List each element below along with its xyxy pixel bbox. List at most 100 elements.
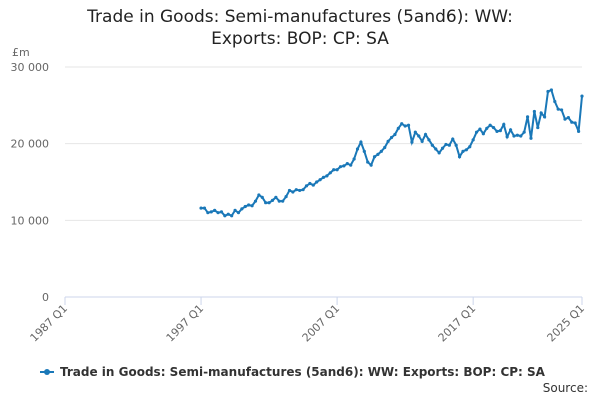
- point: [461, 149, 465, 153]
- point: [281, 199, 285, 203]
- point: [301, 188, 305, 192]
- point: [321, 175, 326, 179]
- point: [362, 149, 366, 153]
- point: [502, 122, 506, 127]
- point: [566, 116, 570, 120]
- point: [267, 201, 271, 205]
- point: [529, 136, 533, 140]
- point: [536, 125, 540, 130]
- chart-title: Trade in Goods: Semi-manufactures (5and6…: [87, 7, 513, 49]
- point: [427, 138, 431, 142]
- point: [570, 120, 574, 124]
- point: [240, 207, 244, 211]
- point: [315, 180, 319, 184]
- line: [201, 88, 583, 217]
- point: [440, 146, 445, 150]
- point: [393, 132, 397, 137]
- point: [216, 211, 220, 215]
- point: [355, 147, 360, 151]
- point: [478, 127, 482, 131]
- point: [474, 130, 479, 134]
- point: [383, 145, 387, 150]
- point: [270, 198, 275, 202]
- point: [508, 128, 513, 132]
- y-tick-label: 0: [42, 291, 49, 304]
- point: [366, 160, 370, 164]
- point: [219, 210, 224, 214]
- y-tick-label: 10 000: [11, 214, 50, 227]
- point: [522, 130, 526, 134]
- point: [338, 165, 343, 169]
- point: [345, 162, 349, 166]
- point: [291, 190, 295, 194]
- point: [284, 194, 288, 199]
- point: [379, 149, 383, 153]
- point: [423, 132, 428, 137]
- point: [539, 111, 543, 115]
- point: [209, 210, 213, 214]
- point: [226, 212, 230, 216]
- point: [481, 132, 485, 136]
- point: [573, 121, 577, 125]
- point: [420, 139, 424, 143]
- point: [451, 137, 455, 141]
- point: [213, 208, 217, 212]
- point: [253, 199, 258, 203]
- point: [264, 201, 268, 205]
- point: [342, 164, 346, 168]
- point: [332, 168, 336, 172]
- point: [308, 181, 312, 186]
- point: [202, 206, 207, 210]
- point: [199, 206, 203, 210]
- point: [352, 157, 356, 161]
- point: [505, 135, 509, 139]
- point: [563, 117, 567, 121]
- x-tick-label: 2025 Q1: [545, 302, 588, 345]
- point: [223, 214, 227, 218]
- point: [512, 134, 516, 138]
- legend-marker: [44, 369, 50, 375]
- point: [519, 134, 523, 138]
- point: [328, 171, 332, 175]
- point: [400, 122, 404, 126]
- point: [471, 138, 475, 142]
- point: [430, 143, 434, 147]
- point: [318, 178, 322, 182]
- point: [372, 155, 377, 159]
- point: [515, 133, 519, 137]
- y-tick-label: 20 000: [11, 138, 50, 151]
- point: [349, 163, 353, 167]
- point: [464, 148, 468, 152]
- point: [247, 203, 251, 207]
- point: [257, 193, 261, 197]
- point: [389, 135, 394, 140]
- point: [485, 126, 489, 130]
- point: [498, 129, 502, 133]
- point: [434, 147, 438, 151]
- point: [396, 126, 400, 130]
- x-tick-label: 1997 Q1: [164, 302, 207, 345]
- point: [287, 188, 292, 193]
- x-tick-label: 2007 Q1: [300, 302, 343, 345]
- point: [294, 188, 298, 192]
- point: [525, 115, 530, 119]
- point: [274, 195, 278, 199]
- point: [556, 107, 560, 111]
- point: [250, 204, 254, 208]
- point: [546, 89, 550, 94]
- point: [277, 199, 281, 203]
- point: [454, 143, 458, 147]
- point: [580, 94, 584, 98]
- point: [311, 183, 315, 187]
- point: [457, 155, 462, 159]
- point: [206, 211, 210, 215]
- point: [233, 208, 237, 212]
- point: [243, 204, 247, 209]
- point: [532, 109, 536, 114]
- point: [417, 134, 421, 138]
- point: [376, 152, 380, 156]
- y-axis-label: £m: [12, 46, 30, 59]
- source: Source:: [543, 381, 588, 395]
- point: [488, 123, 492, 127]
